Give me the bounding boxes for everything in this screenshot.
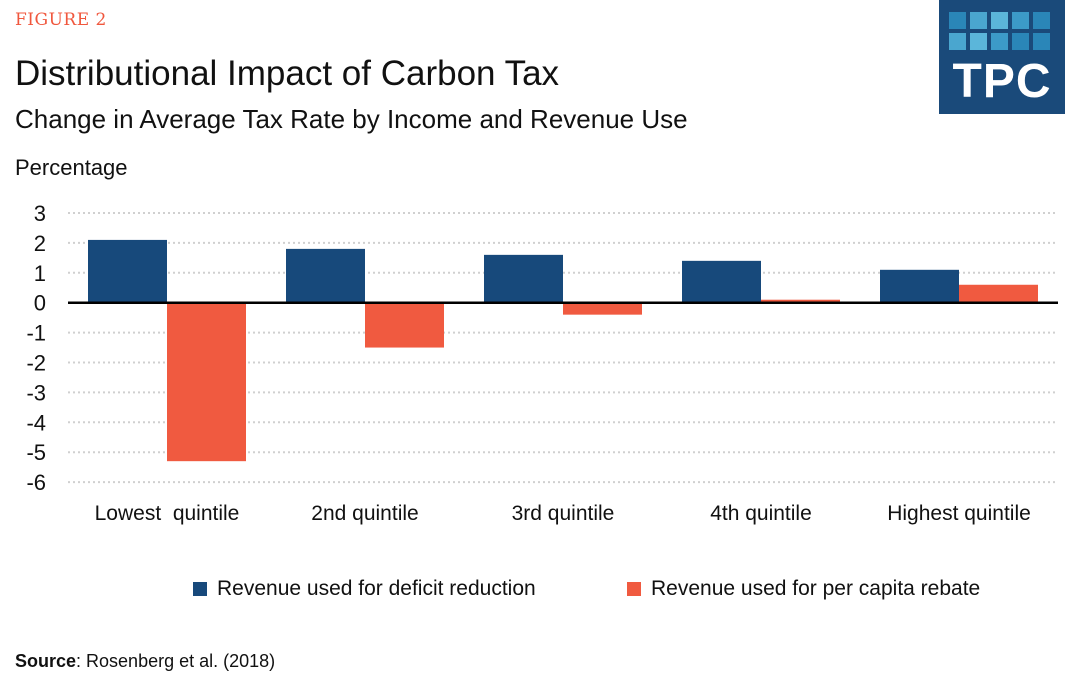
bar-deficit-reduction	[682, 260, 761, 303]
legend-label-rebate: Revenue used for per capita rebate	[651, 577, 981, 600]
y-tick-label: 3	[34, 201, 46, 226]
chart-title: Distributional Impact of Carbon Tax	[15, 54, 560, 93]
y-tick-label: -1	[26, 321, 46, 346]
bar-chart: 3 2 1 0 -1 -2 -3 -4 -5 -6 Lowest quintile 2nd quint…	[26, 201, 1058, 525]
x-tick-label: 2nd quintile	[311, 502, 418, 525]
bar-deficit-reduction	[88, 239, 167, 303]
y-tick-label: 0	[34, 291, 46, 316]
y-tick-label: -4	[26, 410, 46, 435]
logo-square	[949, 12, 966, 29]
logo-square	[991, 33, 1008, 50]
x-tick-label: Lowest quintile	[95, 502, 240, 525]
logo-text: TPC	[952, 55, 1052, 108]
y-axis-label: Percentage	[15, 155, 128, 180]
source-text: : Rosenberg et al. (2018)	[76, 651, 276, 671]
x-tick-label: 4th quintile	[710, 502, 812, 525]
y-tick-label: 2	[34, 231, 46, 256]
bar-deficit-reduction	[880, 269, 959, 303]
figure-label: FIGURE 2	[15, 10, 107, 30]
bar-deficit-reduction	[286, 248, 365, 303]
y-tick-label: -3	[26, 380, 46, 405]
logo-square	[1033, 12, 1050, 29]
bar-per-capita-rebate	[167, 302, 246, 462]
legend-swatch-deficit	[193, 582, 207, 596]
logo-square	[991, 12, 1008, 29]
legend-item-deficit: Revenue used for deficit reduction	[193, 577, 536, 601]
y-tick-label: -2	[26, 351, 46, 376]
logo-square	[1012, 33, 1029, 50]
source-note: Source: Rosenberg et al. (2018)	[15, 651, 275, 672]
legend-swatch-rebate	[627, 582, 641, 596]
chart-subtitle: Change in Average Tax Rate by Income and…	[15, 104, 688, 134]
legend-item-rebate: Revenue used for per capita rebate	[627, 577, 980, 601]
logo-square	[1012, 12, 1029, 29]
bar-per-capita-rebate	[563, 302, 642, 315]
logo-square	[1033, 33, 1050, 50]
bar-per-capita-rebate	[365, 302, 444, 348]
y-tick-label: -5	[26, 440, 46, 465]
bar-per-capita-rebate	[959, 284, 1038, 303]
y-tick-label: -6	[26, 470, 46, 495]
logo-square	[949, 33, 966, 50]
y-tick-label: 1	[34, 261, 46, 286]
bar-per-capita-rebate	[761, 299, 840, 303]
x-tick-label: 3rd quintile	[512, 502, 615, 525]
logo-square	[970, 12, 987, 29]
x-tick-label: Highest quintile	[887, 502, 1031, 525]
bar-deficit-reduction	[484, 254, 563, 303]
legend-label-deficit: Revenue used for deficit reduction	[217, 577, 536, 600]
tpc-logo: TPC	[939, 0, 1065, 114]
source-label: Source	[15, 651, 77, 671]
logo-square	[970, 33, 987, 50]
